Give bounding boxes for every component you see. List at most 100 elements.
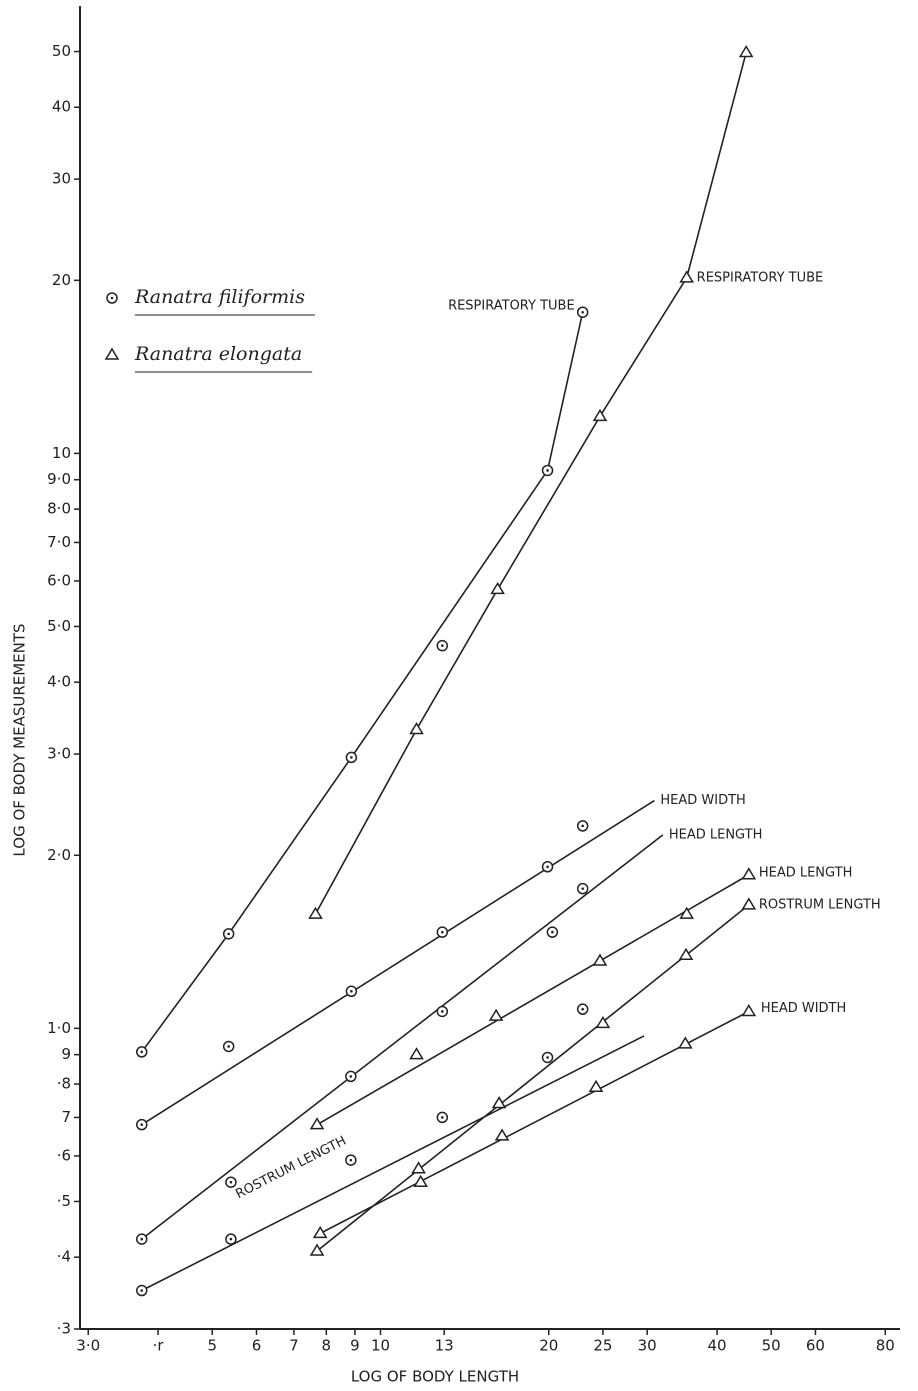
point-dot bbox=[581, 1007, 584, 1011]
point-dot bbox=[441, 1010, 444, 1013]
point-dot bbox=[441, 930, 444, 934]
point-dot bbox=[227, 1045, 230, 1048]
point-dot bbox=[140, 1289, 144, 1292]
y-tick-label: 40 bbox=[52, 98, 71, 116]
y-tick-label: ·6 bbox=[57, 1146, 71, 1164]
y-tick-label: 30 bbox=[52, 170, 71, 188]
point-dot bbox=[140, 1237, 144, 1241]
x-tick-label: 10 bbox=[371, 1337, 390, 1355]
point-dot bbox=[581, 887, 584, 890]
data-point bbox=[309, 1243, 325, 1256]
y-tick-label: 8·0 bbox=[47, 500, 71, 518]
line-label: HEAD WIDTH bbox=[761, 1001, 846, 1016]
data-point bbox=[491, 1096, 507, 1109]
data-point bbox=[678, 947, 694, 961]
y-tick-label: 5·0 bbox=[47, 617, 71, 635]
x-tick-label: ·r bbox=[153, 1337, 165, 1355]
data-point bbox=[104, 347, 120, 360]
data-point bbox=[490, 581, 505, 595]
data-point bbox=[741, 1004, 757, 1017]
point-dot bbox=[110, 296, 114, 300]
line-label: RESPIRATORY TUBE bbox=[448, 299, 575, 314]
point-dot bbox=[546, 865, 549, 869]
point-dot bbox=[227, 932, 230, 936]
x-axis-title: LOG OF BODY LENGTH bbox=[351, 1368, 519, 1386]
y-tick-label: 10 bbox=[52, 444, 71, 462]
point-dot bbox=[551, 930, 554, 934]
line-label: HEAD LENGTH bbox=[759, 865, 853, 880]
x-tick-label: 60 bbox=[806, 1337, 825, 1355]
data-point bbox=[679, 906, 695, 919]
x-tick-label: 50 bbox=[762, 1337, 781, 1355]
x-tick-label: 5 bbox=[207, 1337, 217, 1355]
data-point bbox=[312, 1225, 328, 1239]
x-tick-label: 9 bbox=[350, 1337, 360, 1355]
x-tick-label: 20 bbox=[539, 1337, 558, 1355]
point-dot bbox=[441, 644, 444, 647]
y-tick-label: 9·0 bbox=[47, 470, 71, 488]
x-tick-label: 25 bbox=[593, 1337, 612, 1355]
fit-line bbox=[316, 874, 750, 1126]
y-axis-title: LOG OF BODY MEASUREMENTS bbox=[11, 623, 29, 856]
y-tick-label: ·8 bbox=[57, 1075, 71, 1093]
data-point bbox=[488, 1008, 504, 1021]
point-dot bbox=[350, 756, 353, 759]
y-tick-label: 7·0 bbox=[47, 533, 71, 551]
y-tick-label: 6·0 bbox=[47, 571, 71, 589]
y-tick-label: 1·0 bbox=[47, 1019, 71, 1037]
y-tick-label: 50 bbox=[52, 42, 71, 60]
x-tick-label: 40 bbox=[707, 1337, 726, 1355]
line-label: HEAD WIDTH bbox=[660, 793, 745, 808]
x-tick-label: 80 bbox=[876, 1337, 895, 1355]
data-point bbox=[741, 867, 757, 880]
x-tick-label: 7 bbox=[289, 1337, 299, 1355]
fit-line bbox=[314, 52, 747, 915]
point-dot bbox=[349, 1075, 353, 1078]
line-label: ROSTRUM LENGTH bbox=[759, 897, 881, 912]
fit-line bbox=[141, 312, 584, 1053]
data-point bbox=[588, 1079, 604, 1092]
x-tick-label: 6 bbox=[252, 1337, 262, 1355]
x-tick-label: 13 bbox=[435, 1337, 454, 1355]
point-dot bbox=[140, 1123, 144, 1126]
fit-line bbox=[141, 1035, 645, 1292]
x-tick-label: 3·0 bbox=[76, 1337, 100, 1355]
data-point bbox=[409, 722, 424, 735]
point-dot bbox=[350, 990, 353, 993]
point-dot bbox=[546, 469, 549, 472]
fit-line bbox=[319, 1010, 750, 1235]
legend-label: Ranatra filiformis bbox=[134, 286, 305, 308]
y-tick-label: 2·0 bbox=[47, 846, 71, 864]
point-dot bbox=[140, 1050, 144, 1054]
data-point bbox=[738, 45, 754, 58]
y-tick-label: 7 bbox=[61, 1108, 71, 1126]
line-label: ROSTRUM LENGTH bbox=[233, 1133, 348, 1202]
y-tick-label: 20 bbox=[52, 271, 71, 289]
fit-line bbox=[316, 904, 750, 1252]
data-point bbox=[413, 1174, 428, 1187]
point-dot bbox=[229, 1180, 233, 1184]
x-tick-label: 30 bbox=[638, 1337, 657, 1355]
x-tick-label: 8 bbox=[322, 1337, 332, 1355]
y-tick-label: ·4 bbox=[57, 1248, 71, 1266]
point-dot bbox=[229, 1237, 233, 1241]
point-dot bbox=[546, 1056, 549, 1059]
data-point bbox=[592, 953, 608, 966]
data-point bbox=[595, 1015, 611, 1029]
data-point bbox=[411, 1161, 426, 1174]
y-tick-label: ·3 bbox=[57, 1320, 71, 1338]
data-point bbox=[592, 408, 608, 422]
y-tick-label: 9 bbox=[61, 1045, 71, 1063]
point-dot bbox=[581, 310, 584, 314]
y-tick-label: 3·0 bbox=[47, 745, 71, 763]
point-dot bbox=[581, 824, 584, 828]
y-tick-label: 4·0 bbox=[47, 673, 71, 691]
data-point bbox=[308, 906, 323, 919]
data-point bbox=[494, 1128, 510, 1141]
point-dot bbox=[441, 1116, 444, 1119]
data-point bbox=[677, 1036, 693, 1049]
data-point bbox=[309, 1117, 325, 1130]
data-point bbox=[741, 897, 757, 910]
y-tick-label: ·5 bbox=[57, 1192, 71, 1210]
